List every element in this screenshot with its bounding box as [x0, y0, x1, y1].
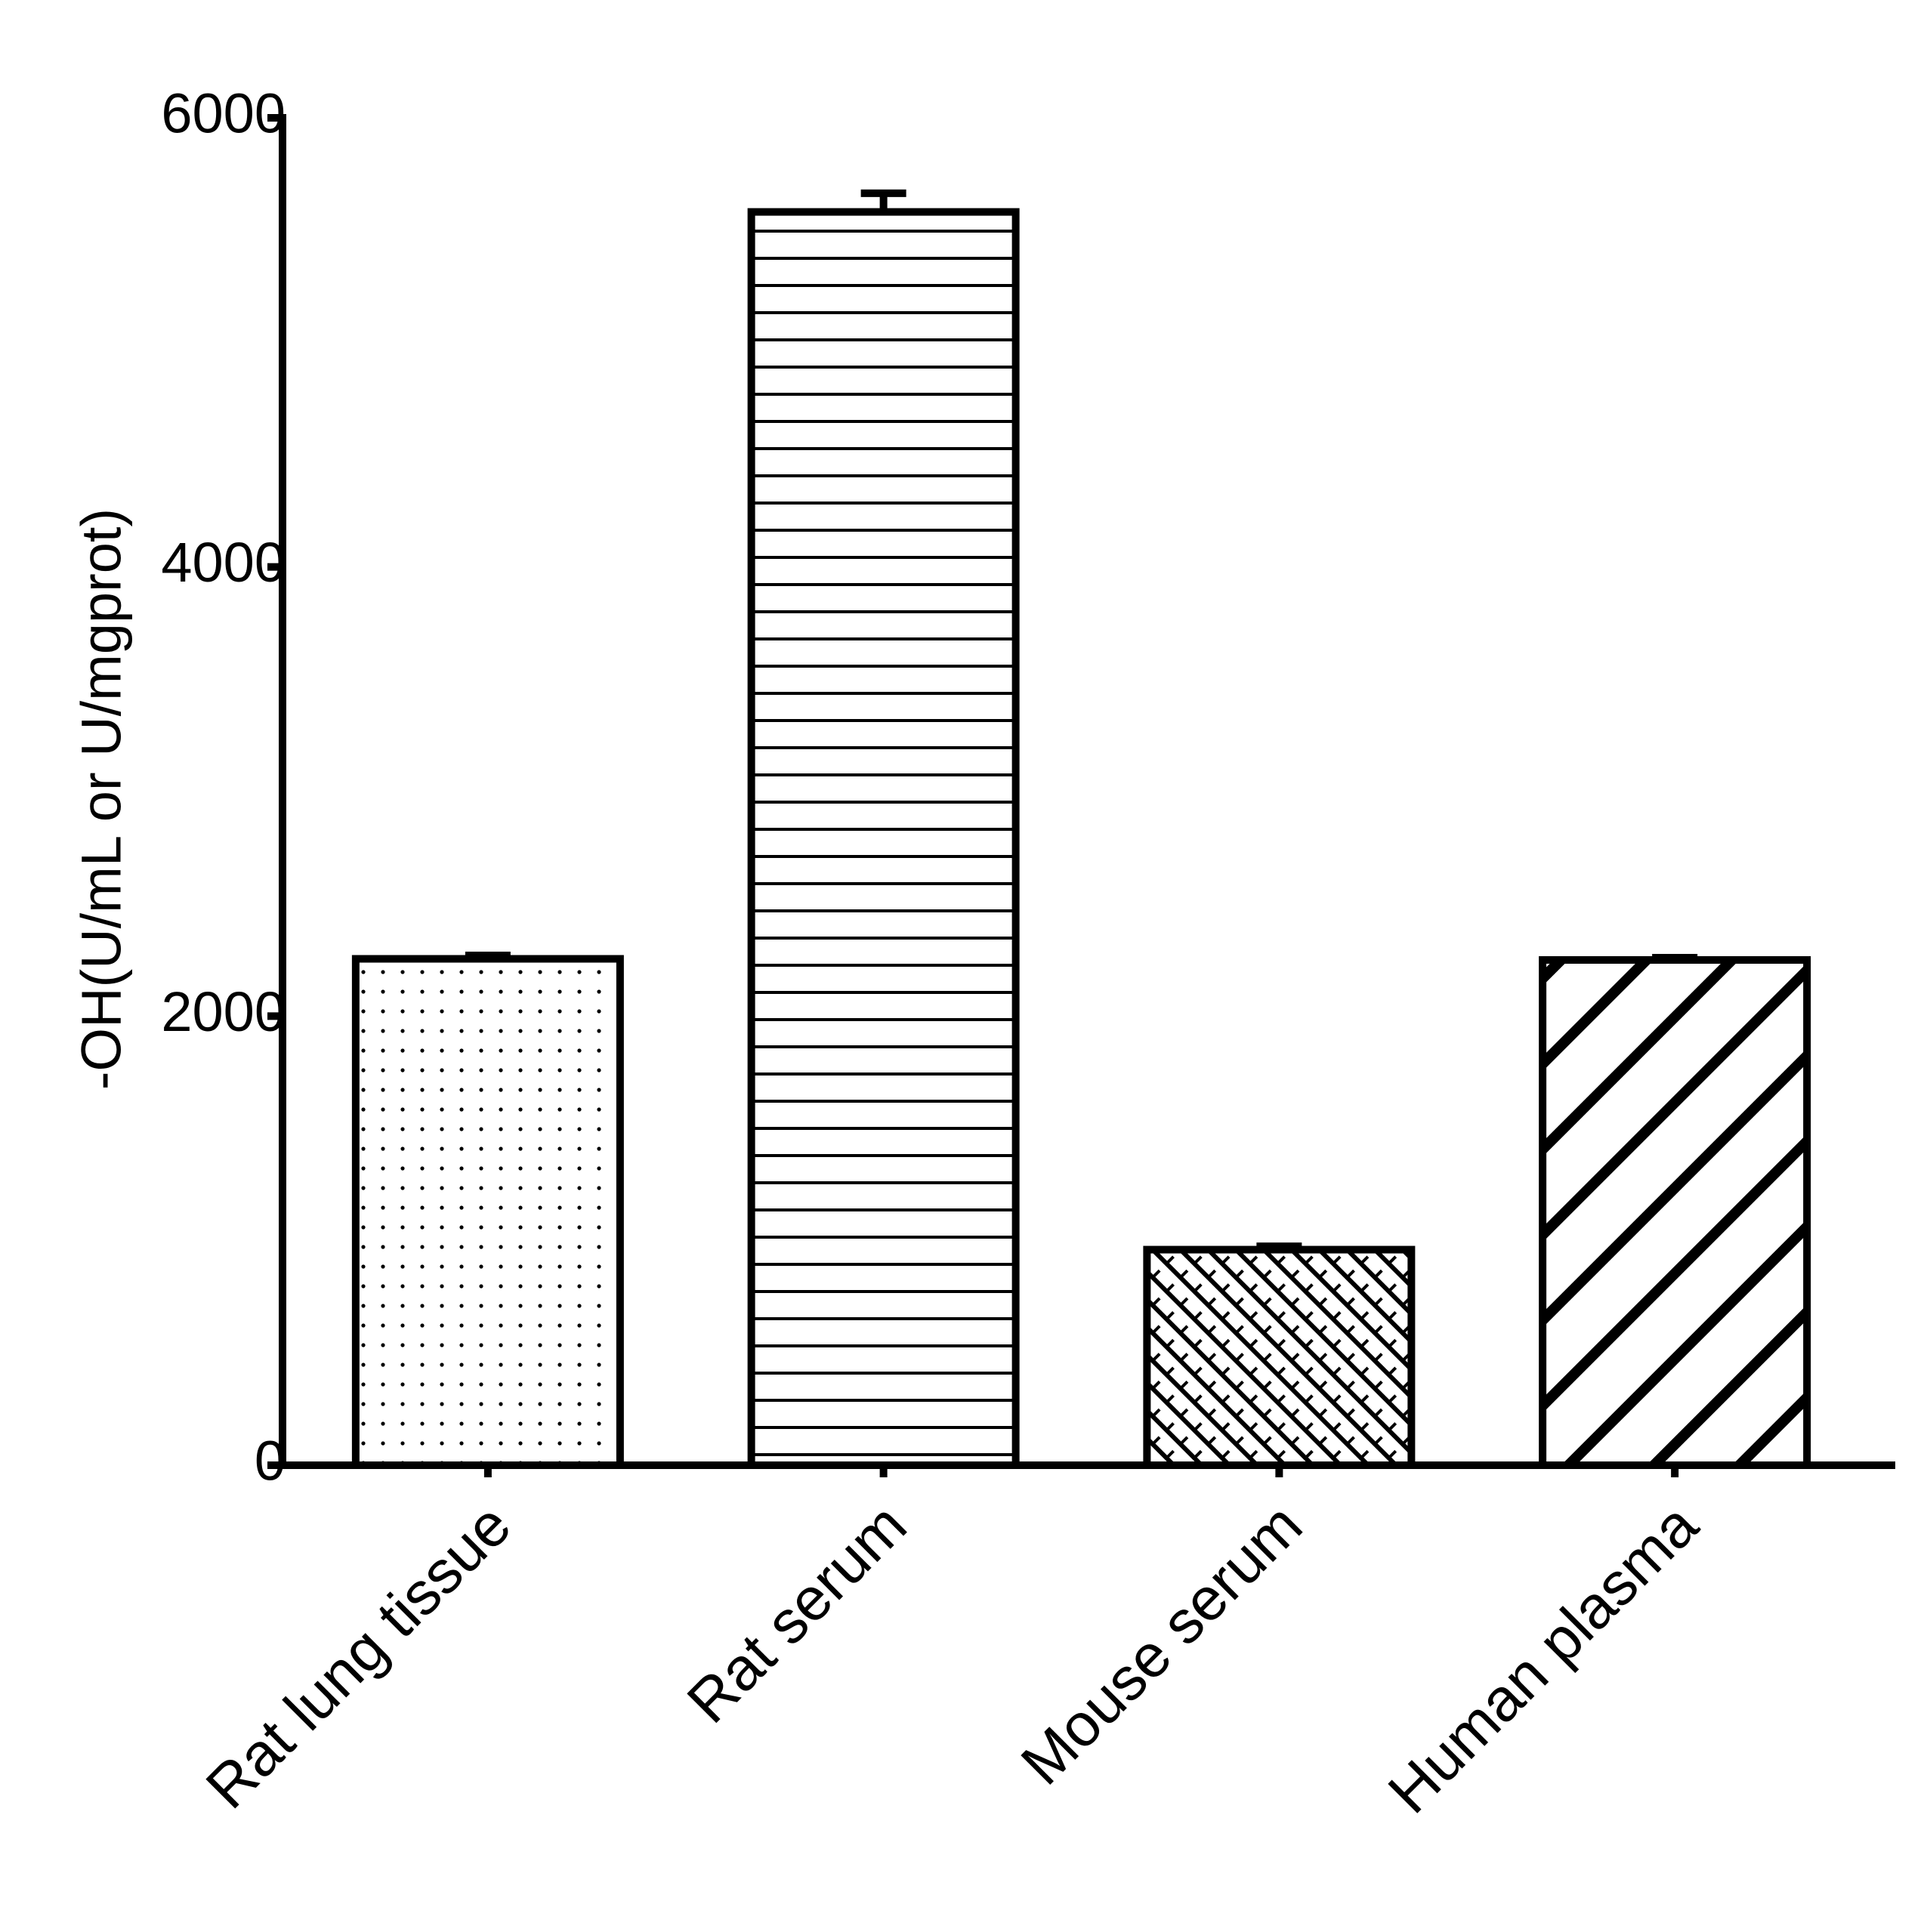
y-axis-label: -OH(U/mL or U/mgprot): [70, 508, 133, 1090]
bar: [351, 955, 624, 1469]
bar: [1539, 956, 1811, 1469]
error-bar: [465, 952, 511, 960]
x-tick-label: Rat serum: [675, 1491, 919, 1736]
error-bar: [860, 189, 906, 212]
y-tick-label: 2000: [161, 980, 286, 1043]
error-bar: [1256, 1242, 1302, 1251]
x-tick-label: Rat lung tissue: [193, 1491, 523, 1821]
x-tick-label: Mouse serum: [1008, 1491, 1315, 1798]
bar: [1143, 1245, 1416, 1470]
y-tick-label: 4000: [161, 531, 286, 594]
bar: [747, 208, 1020, 1470]
y-tick-label: 6000: [161, 82, 286, 145]
error-bar: [1652, 954, 1698, 962]
x-tick-label: Human plasma: [1376, 1491, 1711, 1826]
